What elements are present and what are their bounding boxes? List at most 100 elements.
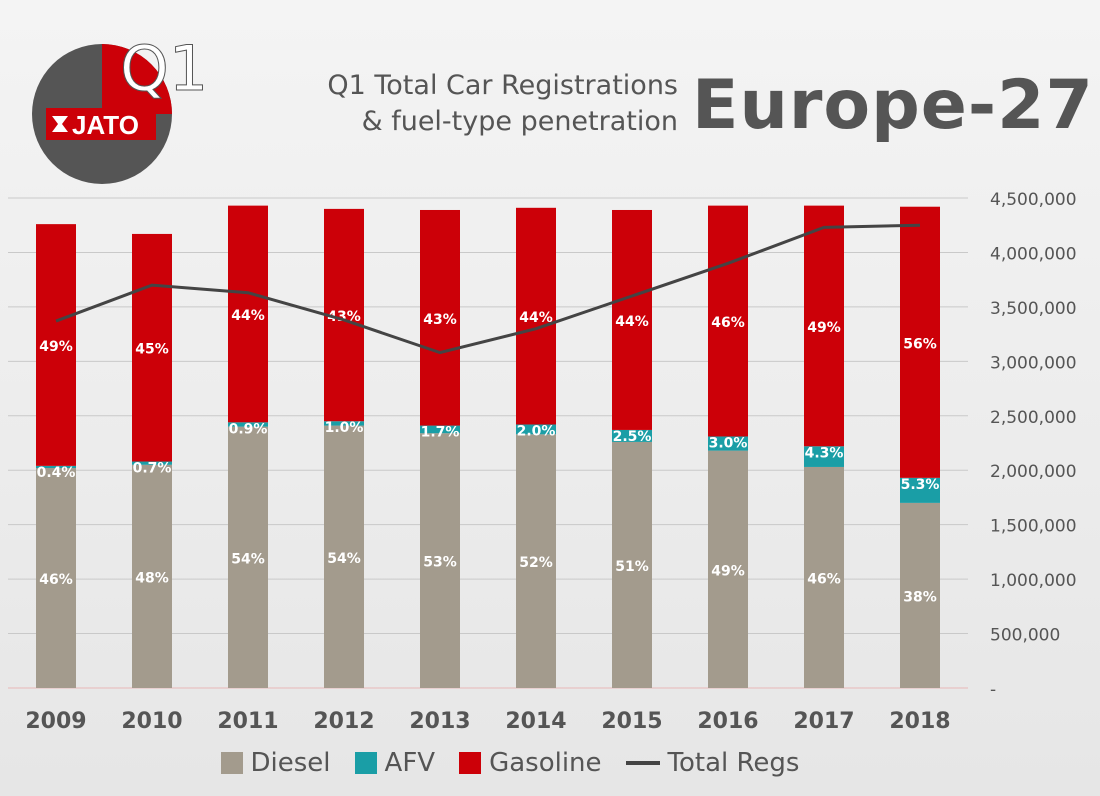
- legend-swatch-total: [625, 761, 660, 765]
- x-tick-label: 2010: [121, 709, 182, 734]
- x-tick-label: 2016: [697, 709, 758, 734]
- data-label-afv: 5.3%: [901, 477, 940, 493]
- data-label-afv: 0.4%: [37, 465, 76, 481]
- data-label-gasoline: 46%: [711, 315, 745, 331]
- data-label-gasoline: 45%: [135, 342, 169, 358]
- bar-afv: [420, 425, 460, 434]
- bar-diesel: [804, 466, 844, 688]
- logo-brand-text: JATO: [72, 110, 139, 140]
- legend-swatch-afv: [354, 752, 377, 774]
- y-tick-label: -: [990, 680, 996, 700]
- legend-item-afv: AFV: [354, 748, 436, 778]
- x-tick-label: 2012: [313, 709, 374, 734]
- legend-label-total: Total Regs: [667, 748, 800, 778]
- y-tick-label: 500,000: [990, 626, 1060, 646]
- y-tick-label: 4,000,000: [990, 244, 1077, 264]
- logo-arrow-icon: [52, 116, 68, 132]
- y-tick-label: 1,000,000: [990, 571, 1077, 591]
- legend-item-diesel: Diesel: [220, 748, 331, 778]
- data-label-gasoline: 44%: [519, 310, 553, 326]
- bar-diesel: [900, 502, 940, 688]
- data-label-diesel: 46%: [39, 572, 73, 588]
- data-label-gasoline: 56%: [903, 336, 937, 352]
- bar-gasoline: [228, 205, 268, 423]
- bar-afv: [708, 436, 748, 451]
- logo-red-quadrant: [102, 44, 172, 114]
- x-tick-label: 2014: [505, 709, 566, 734]
- region-title: Europe-27: [692, 66, 1094, 145]
- data-label-afv: 0.7%: [133, 461, 172, 477]
- data-label-diesel: 54%: [231, 551, 265, 567]
- bar-afv: [804, 446, 844, 467]
- bar-afv: [228, 422, 268, 427]
- bar-diesel: [708, 450, 748, 688]
- legend-label-afv: AFV: [384, 748, 436, 778]
- data-label-afv: 1.0%: [325, 420, 364, 436]
- y-tick-label: 4,500,000: [990, 190, 1077, 210]
- logo-brand-box: [46, 108, 156, 140]
- x-tick-label: 2013: [409, 709, 470, 734]
- bar-gasoline: [420, 209, 460, 426]
- y-tick-label: 2,500,000: [990, 408, 1077, 428]
- legend-label-diesel: Diesel: [250, 748, 331, 778]
- y-tick-label: 2,000,000: [990, 462, 1077, 482]
- bar-diesel: [324, 425, 364, 688]
- data-label-diesel: 52%: [519, 555, 553, 571]
- legend-swatch-gasoline: [459, 752, 482, 774]
- bar-afv: [36, 465, 76, 469]
- data-label-diesel: 53%: [423, 555, 457, 571]
- logo-quarter-text: Q1: [120, 36, 208, 105]
- data-label-afv: 0.9%: [229, 421, 268, 437]
- x-tick-label: 2011: [217, 709, 278, 734]
- bar-gasoline: [804, 205, 844, 447]
- data-label-gasoline: 43%: [327, 309, 361, 325]
- x-tick-label: 2017: [793, 709, 854, 734]
- data-label-diesel: 46%: [807, 571, 841, 587]
- bar-diesel: [228, 426, 268, 688]
- bar-diesel: [612, 441, 652, 688]
- bar-diesel: [36, 468, 76, 688]
- chart-title-line1: Q1 Total Car Registrations: [327, 70, 678, 101]
- x-tick-label: 2009: [25, 709, 86, 734]
- bar-gasoline: [900, 206, 940, 478]
- bar-gasoline: [132, 233, 172, 462]
- data-label-gasoline: 49%: [807, 320, 841, 336]
- bar-gasoline: [612, 209, 652, 430]
- data-label-diesel: 48%: [135, 570, 169, 586]
- y-tick-label: 3,500,000: [990, 299, 1077, 319]
- bar-gasoline: [36, 224, 76, 466]
- bar-afv: [324, 421, 364, 426]
- legend-label-gasoline: Gasoline: [489, 748, 602, 778]
- chart-title-line2: & fuel-type penetration: [361, 106, 678, 137]
- y-tick-label: 3,000,000: [990, 353, 1077, 373]
- legend-swatch-diesel: [220, 752, 243, 774]
- data-label-gasoline: 44%: [615, 314, 649, 330]
- bar-afv: [900, 477, 940, 503]
- bar-afv: [516, 424, 556, 435]
- data-label-afv: 2.5%: [613, 429, 652, 445]
- chart-legend: Diesel AFV Gasoline Total Regs: [0, 748, 1020, 778]
- data-label-gasoline: 49%: [39, 339, 73, 355]
- data-label-afv: 4.3%: [805, 445, 844, 461]
- data-label-diesel: 54%: [327, 551, 361, 567]
- y-tick-label: 1,500,000: [990, 517, 1077, 537]
- x-tick-label: 2018: [889, 709, 950, 734]
- x-tick-label: 2015: [601, 709, 662, 734]
- data-label-afv: 1.7%: [421, 425, 460, 441]
- bar-gasoline: [516, 207, 556, 425]
- jato-q1-logo: JATO Q1: [32, 36, 209, 184]
- bar-diesel: [132, 464, 172, 688]
- data-label-diesel: 51%: [615, 559, 649, 575]
- legend-item-total: Total Regs: [625, 748, 800, 778]
- legend-item-gasoline: Gasoline: [459, 748, 602, 778]
- bar-afv: [612, 429, 652, 442]
- bar-afv: [132, 461, 172, 465]
- data-label-afv: 3.0%: [709, 435, 748, 451]
- data-label-afv: 2.0%: [517, 423, 556, 439]
- bar-diesel: [420, 433, 460, 688]
- data-label-gasoline: 44%: [231, 308, 265, 324]
- line-total-regs: [55, 223, 921, 355]
- data-label-diesel: 49%: [711, 563, 745, 579]
- bar-gasoline: [708, 205, 748, 437]
